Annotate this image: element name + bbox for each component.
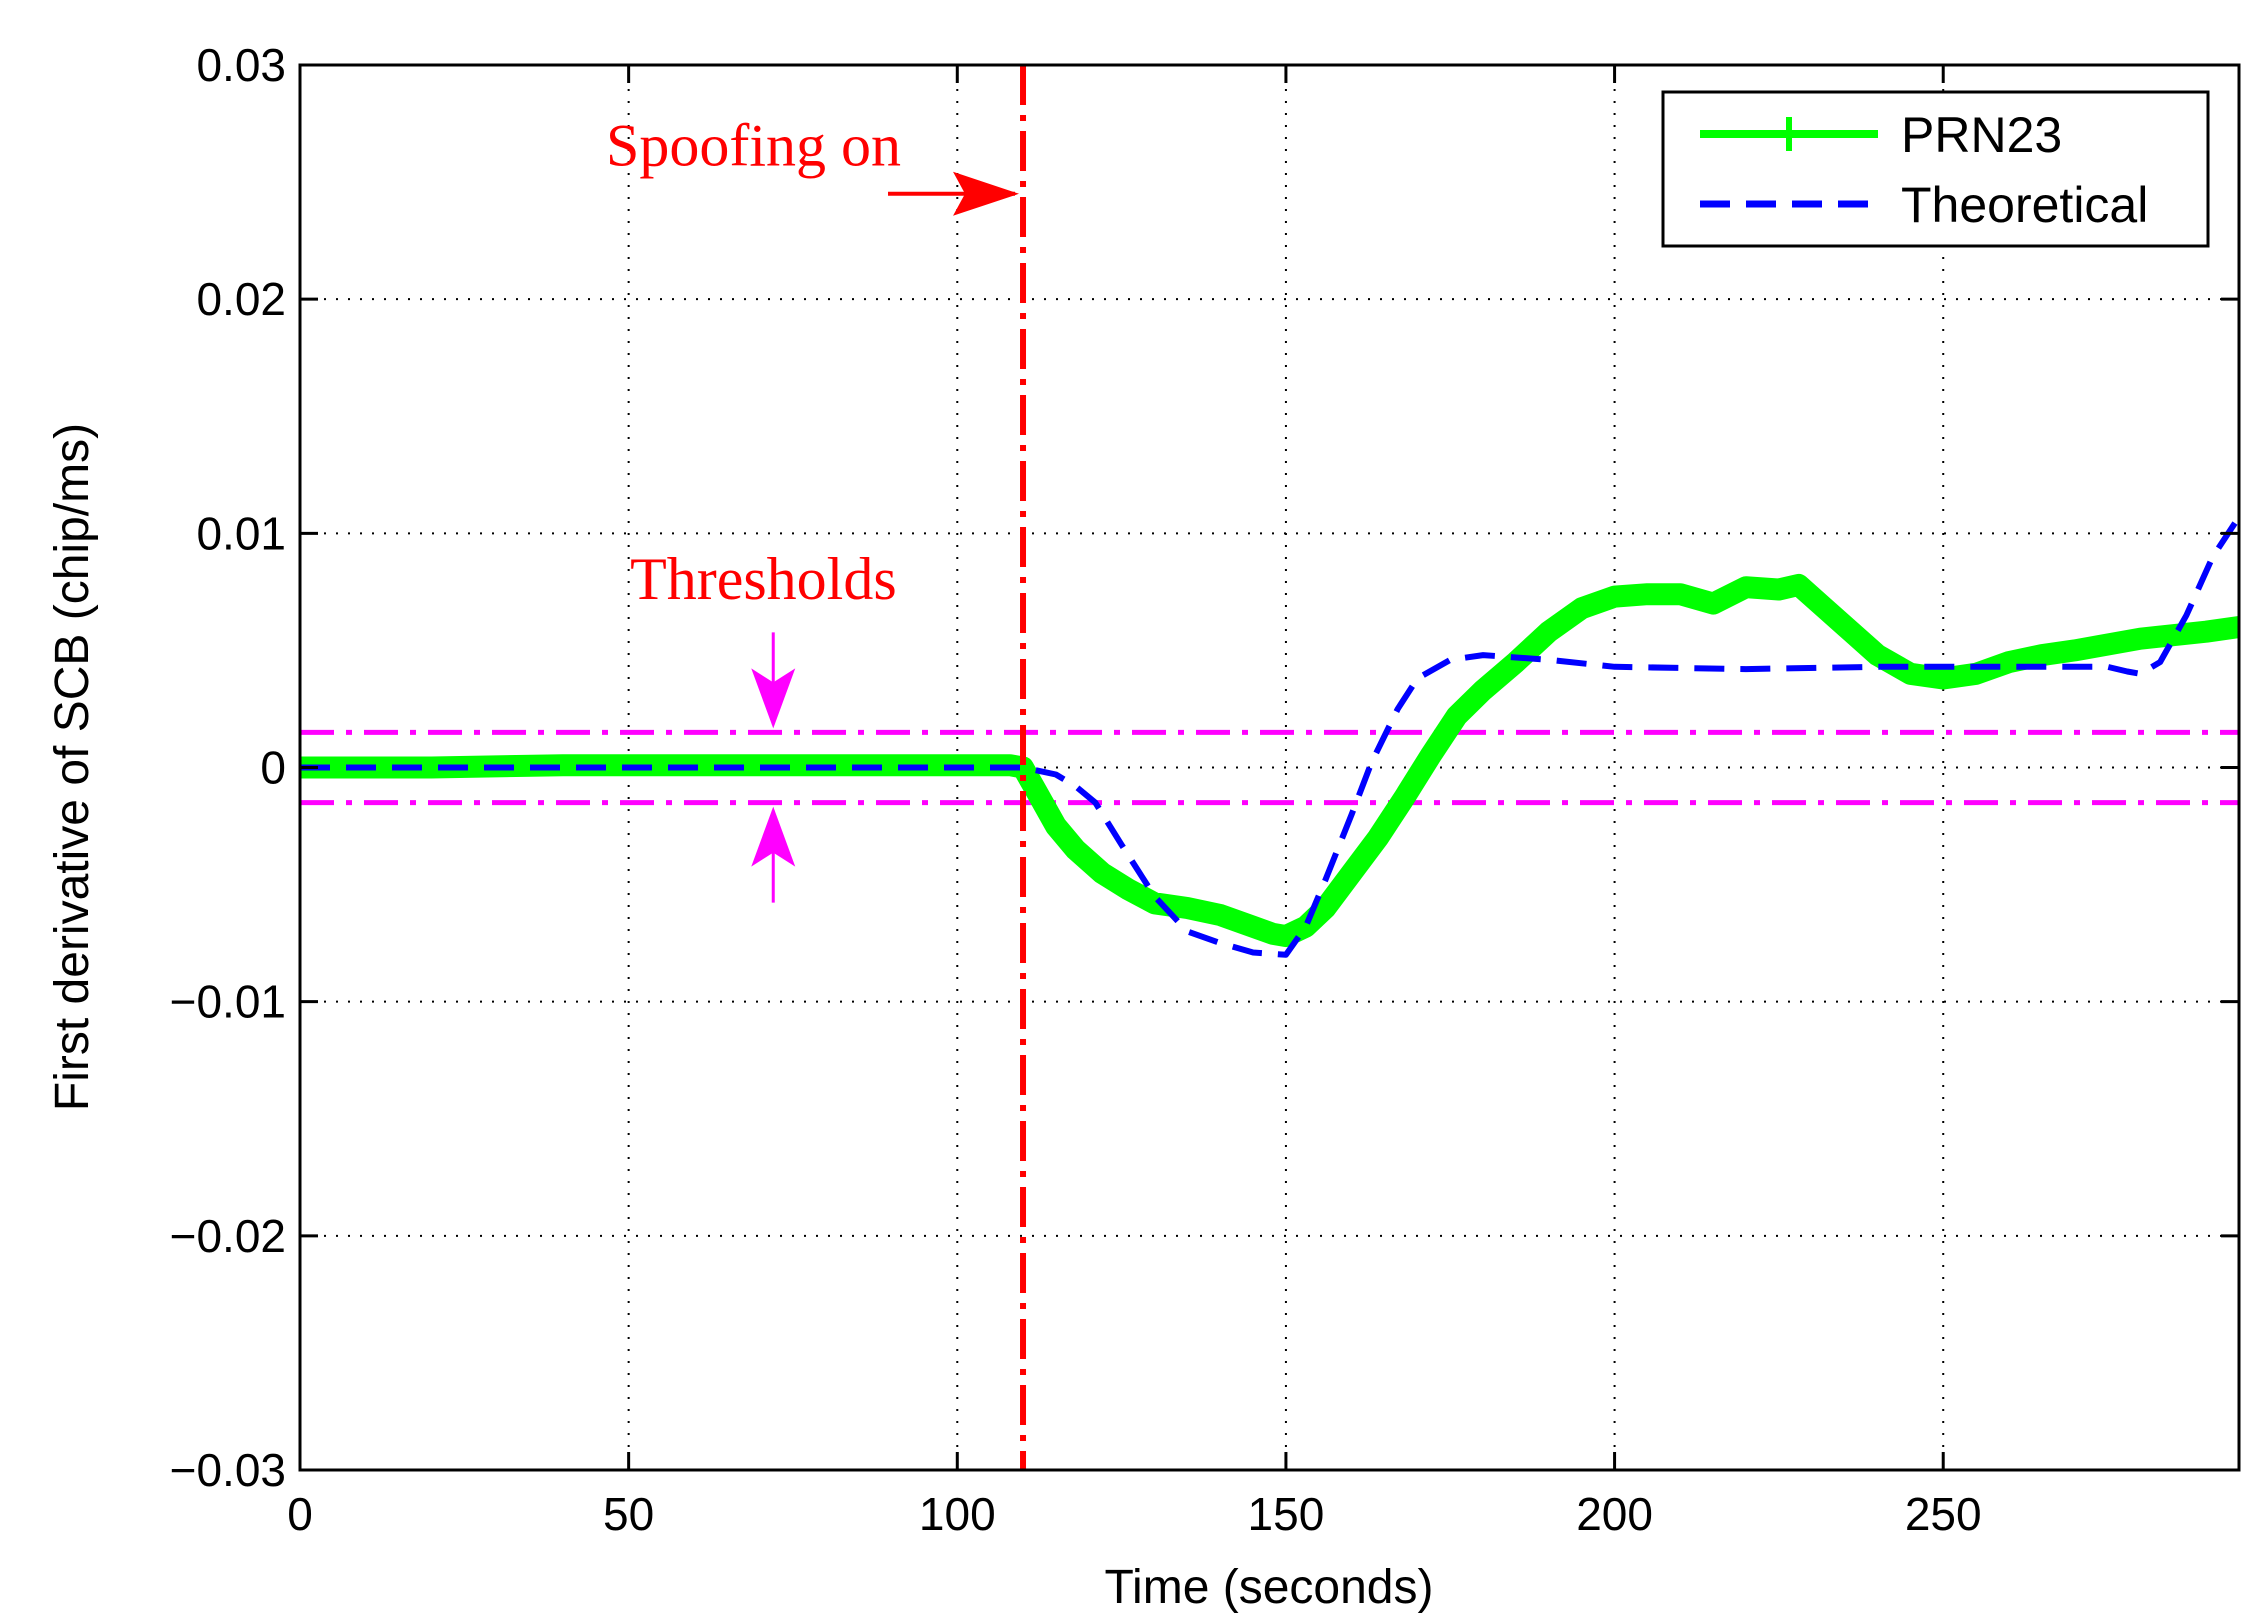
x-tick-label: 0 [287, 1488, 313, 1540]
x-tick-label: 250 [1905, 1488, 1982, 1540]
threshold-arrow-down-head [751, 668, 796, 729]
axis-ticks: 0 50 100 150 200 250 −0.03 −0.02 −0.01 0 0.01 0.02 0… [170, 39, 2239, 1540]
legend: PRN23 Theoretical [1661, 90, 2210, 248]
legend-label-prn23: PRN23 [1901, 107, 2062, 163]
threshold-lines [300, 729, 2239, 806]
series-line-theoretical [300, 515, 2239, 958]
y-tick-label: 0.02 [196, 273, 286, 325]
series-line-prn23 [300, 573, 2239, 948]
thresholds-label: Thresholds [630, 546, 897, 612]
x-axis-label: Time (seconds) [1105, 1561, 1434, 1614]
y-tick-label: −0.01 [170, 976, 286, 1028]
spoofing-label: Spoofing on [606, 113, 901, 179]
x-tick-label: 200 [1576, 1488, 1653, 1540]
y-tick-label: −0.03 [170, 1444, 286, 1496]
annotations: Spoofing on Thresholds [606, 113, 1020, 903]
y-tick-label: −0.02 [170, 1210, 286, 1262]
x-tick-label: 150 [1248, 1488, 1325, 1540]
series-layer [300, 515, 2239, 958]
legend-label-theoretical: Theoretical [1901, 177, 2148, 233]
y-axis-label: First derivative of SCB (chip/ms) [46, 423, 99, 1111]
y-tick-label: 0 [260, 742, 286, 794]
y-tick-label: 0.03 [196, 39, 286, 91]
x-tick-label: 50 [603, 1488, 654, 1540]
threshold-arrow-up-head [751, 806, 796, 867]
spoofing-arrow-head [953, 171, 1020, 216]
x-tick-label: 100 [919, 1488, 996, 1540]
y-tick-label: 0.01 [196, 507, 286, 559]
legend-box [1661, 90, 2210, 248]
